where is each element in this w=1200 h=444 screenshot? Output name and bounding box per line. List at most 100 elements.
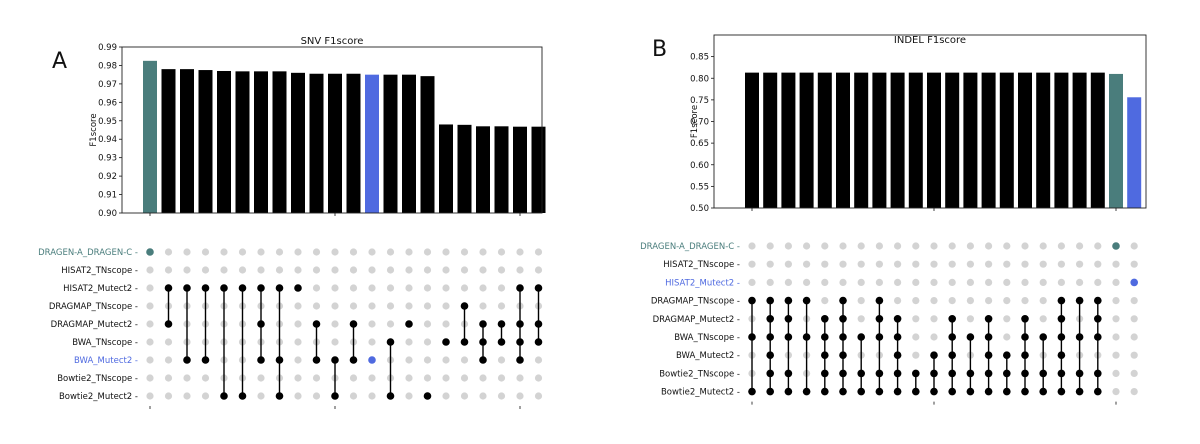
matrix-dot-inactive <box>1130 297 1138 305</box>
matrix-dot-inactive <box>405 284 413 292</box>
matrix-dot-inactive <box>201 392 210 400</box>
matrix-dot-inactive <box>405 248 413 256</box>
matrix-dot-inactive <box>948 297 956 305</box>
matrix-dot-inactive <box>912 333 920 341</box>
matrix-dot-active <box>857 369 865 378</box>
matrix-dot-inactive <box>201 374 210 382</box>
matrix-dot-inactive <box>146 374 154 382</box>
matrix-dot-active <box>1112 242 1120 250</box>
matrix-dot-inactive <box>386 320 395 328</box>
matrix-dot-inactive <box>479 392 487 400</box>
y-tick-label: 0.80 <box>690 74 709 84</box>
matrix-dot-inactive <box>257 266 265 274</box>
bar <box>854 72 869 208</box>
matrix-dot-inactive <box>405 266 413 274</box>
matrix-dot-inactive <box>423 284 432 292</box>
matrix-dot-inactive <box>442 248 450 256</box>
bar <box>781 72 796 208</box>
matrix-dot-active <box>516 284 524 292</box>
matrix-dot-inactive <box>1076 278 1084 286</box>
matrix-dot-inactive <box>479 302 487 310</box>
matrix-dot-inactive <box>220 248 228 256</box>
matrix-dot-inactive <box>349 266 358 274</box>
matrix-dot-inactive <box>985 260 993 268</box>
matrix-dot-inactive <box>1130 369 1138 377</box>
row-label: BWA_Mutect2 - <box>676 351 740 361</box>
row-label: Bowtie2_TNscope - <box>659 369 740 379</box>
matrix-dot-inactive <box>766 242 774 250</box>
matrix-dot-inactive <box>497 284 506 292</box>
y-axis-label: F1score <box>89 113 99 146</box>
matrix-dot-active <box>784 369 793 378</box>
y-tick-label: 0.75 <box>690 96 709 106</box>
matrix-dot-active <box>516 356 524 364</box>
matrix-dot-active <box>984 315 993 323</box>
matrix-dot-inactive <box>146 356 154 364</box>
matrix-dot-inactive <box>460 374 469 382</box>
y-tick-label: 0.94 <box>98 135 117 145</box>
matrix-dot-inactive <box>930 297 938 305</box>
matrix-dot-inactive <box>497 392 506 400</box>
matrix-dot-inactive <box>368 302 376 310</box>
matrix-dot-inactive <box>405 374 413 382</box>
matrix-dot-inactive <box>386 248 395 256</box>
matrix-dot-active <box>784 387 793 396</box>
bar <box>254 71 268 213</box>
bar <box>872 72 887 208</box>
matrix-dot-inactive <box>1094 278 1102 286</box>
matrix-dot-inactive <box>312 302 321 310</box>
matrix-dot-active <box>984 387 993 396</box>
matrix-dot-inactive <box>1112 369 1120 377</box>
matrix-dot-inactive <box>460 266 469 274</box>
matrix-dot-active <box>1003 387 1011 396</box>
matrix-dot-active <box>984 351 993 360</box>
matrix-dot-inactive <box>423 356 432 364</box>
matrix-dot-active <box>257 356 265 364</box>
matrix-dot-inactive <box>331 302 339 310</box>
matrix-dot-inactive <box>912 278 920 286</box>
panel-letter-b: B <box>652 37 667 62</box>
matrix-dot-inactive <box>1130 260 1138 268</box>
bar <box>817 72 832 208</box>
matrix-dot-active <box>766 333 774 341</box>
plot-frame <box>121 46 543 214</box>
bar <box>439 124 453 213</box>
matrix-dot-inactive <box>1003 278 1011 286</box>
matrix-dot-inactive <box>912 315 920 323</box>
matrix-dot-inactive <box>894 260 902 268</box>
matrix-dot-inactive <box>442 356 450 364</box>
matrix-dot-inactive <box>442 320 450 328</box>
matrix-dot-inactive <box>386 266 395 274</box>
bar <box>476 126 490 213</box>
matrix-dot-active <box>930 351 938 360</box>
bar <box>981 72 996 208</box>
matrix-dot-inactive <box>368 266 376 274</box>
matrix-dot-active <box>875 296 884 305</box>
matrix-dot-active <box>839 296 847 305</box>
matrix-dot-inactive <box>966 278 975 286</box>
matrix-dot-active <box>201 284 210 292</box>
matrix-dot-inactive <box>912 351 920 359</box>
bar <box>328 73 342 213</box>
matrix-dot-inactive <box>442 374 450 382</box>
matrix-dot-inactive <box>1021 278 1029 286</box>
matrix-dot-inactive <box>1057 260 1065 268</box>
matrix-dot-active <box>460 338 469 346</box>
y-tick-label: 0.90 <box>98 209 117 219</box>
matrix-dot-active <box>460 302 469 310</box>
matrix-dot-active <box>312 320 321 328</box>
matrix-dot-active <box>1094 296 1102 305</box>
matrix-dot-inactive <box>442 266 450 274</box>
matrix-dot-inactive <box>423 266 432 274</box>
bar <box>1127 97 1142 208</box>
matrix-dot-inactive <box>423 302 432 310</box>
matrix-dot-inactive <box>1039 297 1047 305</box>
matrix-dot-inactive <box>164 374 173 382</box>
matrix-dot-inactive <box>460 392 469 400</box>
bar <box>836 72 850 208</box>
matrix-dot-active <box>534 284 543 292</box>
matrix-dot-active <box>748 333 756 341</box>
matrix-dot-active <box>821 369 829 378</box>
y-tick-label: 0.92 <box>98 172 117 182</box>
matrix-dot-inactive <box>857 315 865 323</box>
